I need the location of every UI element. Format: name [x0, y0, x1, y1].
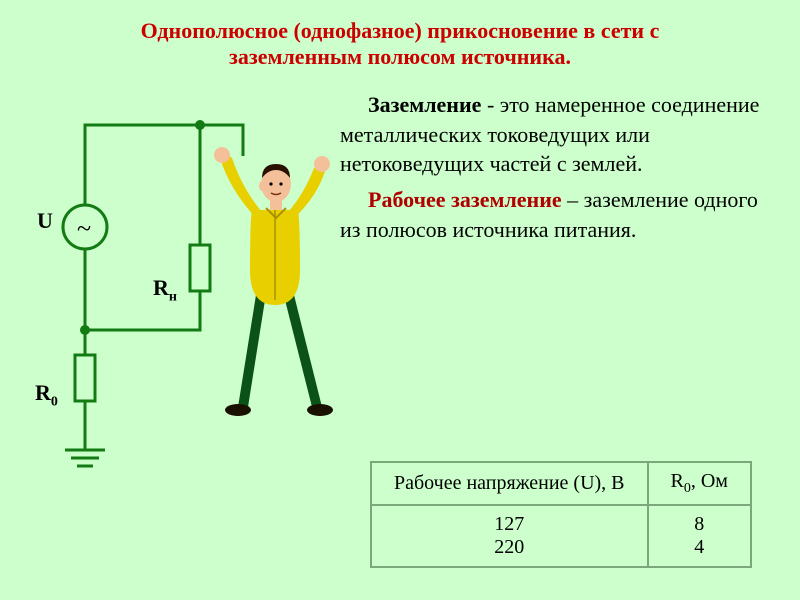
label-Rn: Rн [153, 275, 177, 305]
table-data-row: 127 220 8 4 [371, 505, 751, 567]
title-line-2: заземленным полюсом источника. [30, 44, 770, 70]
resistance-1: 8 [671, 513, 728, 536]
header-voltage: Рабочее напряжение (U), В [371, 462, 648, 505]
table-header-row: Рабочее напряжение (U), В R0, Ом [371, 462, 751, 505]
data-table: Рабочее напряжение (U), В R0, Ом 127 220… [370, 461, 752, 568]
term-2: Рабочее заземление [368, 187, 562, 212]
tilde-label: ~ [77, 214, 91, 243]
title-line-1: Однополюсное (однофазное) прикосновение … [30, 18, 770, 44]
voltage-resistance-table: Рабочее напряжение (U), В R0, Ом 127 220… [370, 461, 752, 568]
definition-1: Заземление - это намеренное соединение м… [340, 90, 780, 179]
voltage-1: 127 [394, 513, 625, 536]
cell-resistance: 8 4 [648, 505, 751, 567]
cell-voltage: 127 220 [371, 505, 648, 567]
definitions-text: Заземление - это намеренное соединение м… [340, 90, 780, 250]
header-resistance: R0, Ом [648, 462, 751, 505]
resistance-2: 4 [671, 536, 728, 559]
main-area: ~ U Rн R0 [0, 80, 800, 500]
label-U: U [37, 208, 53, 234]
voltage-2: 220 [394, 536, 625, 559]
term-1: Заземление [368, 92, 481, 117]
person-figure [190, 140, 360, 420]
definition-2: Рабочее заземление – заземление одного и… [340, 185, 780, 244]
label-R0: R0 [35, 380, 58, 410]
slide-title: Однополюсное (однофазное) прикосновение … [0, 0, 800, 80]
